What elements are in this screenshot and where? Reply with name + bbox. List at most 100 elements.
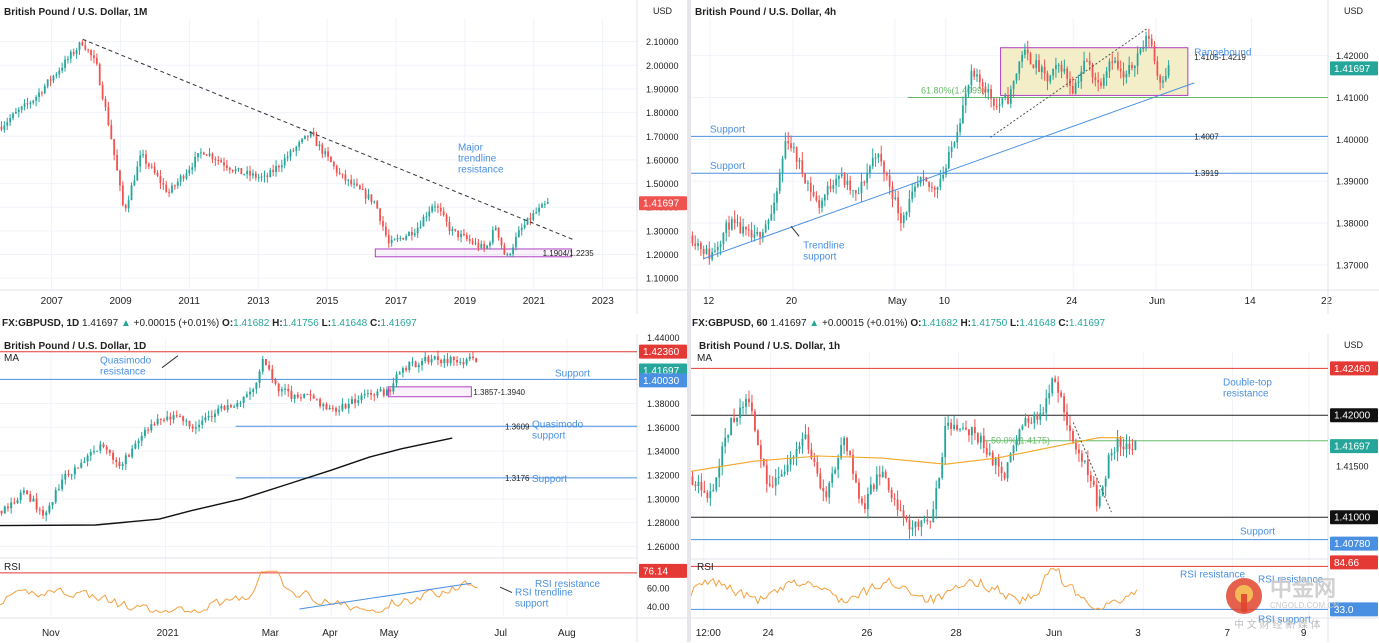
close-label: C: xyxy=(369,318,381,329)
x-tick-label: 2023 xyxy=(592,296,615,307)
candle xyxy=(792,147,795,149)
candle xyxy=(982,435,985,449)
rsi-line xyxy=(691,567,1138,610)
candle xyxy=(188,420,191,427)
chart-title: British Pound / U.S. Dollar, 1M xyxy=(4,7,147,18)
candle xyxy=(398,372,401,375)
candle xyxy=(127,200,130,209)
y-tick-label: 2.00000 xyxy=(646,61,679,71)
candle xyxy=(523,224,526,228)
candle xyxy=(361,189,364,191)
candle xyxy=(405,368,408,371)
candle xyxy=(399,237,402,239)
candle xyxy=(277,383,280,392)
last-price-tag-bg xyxy=(1330,439,1378,454)
symbol[interactable]: FX:GBPUSD, 1D xyxy=(2,318,80,329)
candle xyxy=(341,404,344,411)
candle xyxy=(64,473,67,480)
candle xyxy=(325,404,328,410)
candle xyxy=(1100,82,1102,86)
candle xyxy=(332,162,335,166)
candle xyxy=(724,437,727,447)
x-tick-label: 24 xyxy=(763,628,775,639)
candle xyxy=(905,517,908,520)
candle xyxy=(419,226,422,228)
candle xyxy=(1043,66,1046,74)
candle xyxy=(995,105,998,107)
zone xyxy=(388,386,472,398)
candle xyxy=(290,391,293,399)
candle xyxy=(1122,71,1125,78)
candle xyxy=(916,183,919,187)
candle xyxy=(421,361,423,366)
currency-label: USD xyxy=(1344,6,1364,16)
candle xyxy=(883,161,885,173)
candle xyxy=(835,179,837,186)
candle xyxy=(1086,60,1088,62)
candle xyxy=(49,79,52,81)
x-tick-label: 2019 xyxy=(454,296,477,307)
candle xyxy=(944,425,947,458)
x-tick-label: 12:00 xyxy=(696,628,721,639)
candle xyxy=(739,222,742,234)
candle xyxy=(1045,398,1048,413)
candle xyxy=(843,437,846,446)
candle xyxy=(1094,77,1097,81)
candle xyxy=(324,151,327,154)
candle xyxy=(15,112,17,114)
candle xyxy=(289,150,292,157)
hline-label: 61.80%(1.4099) xyxy=(921,86,985,96)
candle xyxy=(416,227,419,234)
candle xyxy=(1131,448,1134,451)
candle xyxy=(191,167,194,170)
candle xyxy=(1009,453,1012,463)
candle xyxy=(121,464,124,467)
candle xyxy=(1012,80,1015,90)
candle xyxy=(896,499,899,510)
candle xyxy=(344,174,347,181)
x-tick-label: 7 xyxy=(1224,628,1230,639)
candle xyxy=(1003,473,1006,479)
candle xyxy=(998,104,1001,106)
candle xyxy=(987,89,990,93)
candle xyxy=(756,430,759,446)
candle xyxy=(897,197,899,214)
candle xyxy=(266,175,269,178)
candle xyxy=(169,416,172,420)
candle xyxy=(327,151,329,157)
candle xyxy=(3,125,6,130)
candle xyxy=(67,473,70,476)
candle xyxy=(272,169,275,173)
candle xyxy=(866,493,869,510)
candle xyxy=(1142,46,1145,50)
candle xyxy=(387,235,390,244)
symbol[interactable]: FX:GBPUSD, 60 xyxy=(692,318,768,329)
candle xyxy=(770,213,773,221)
x-tick-label: May xyxy=(380,628,399,639)
candle xyxy=(35,96,38,101)
candle xyxy=(257,177,260,179)
rsi-value-tag-bg xyxy=(1330,602,1378,617)
y-tick-label: 1.39000 xyxy=(1336,177,1369,187)
candle xyxy=(139,155,142,167)
candle xyxy=(1030,422,1033,424)
candle xyxy=(395,374,398,384)
candle xyxy=(1060,392,1063,397)
candle xyxy=(162,183,165,185)
candle xyxy=(286,156,289,159)
candle xyxy=(981,82,984,87)
candle xyxy=(38,509,41,511)
candle xyxy=(35,498,38,510)
candle xyxy=(804,434,807,439)
candle xyxy=(786,464,789,472)
candle xyxy=(150,424,153,431)
candle xyxy=(1006,462,1009,479)
candle xyxy=(350,399,353,404)
candle xyxy=(26,103,29,105)
candle xyxy=(869,166,871,173)
candle xyxy=(767,220,770,225)
candle xyxy=(17,109,20,113)
candle xyxy=(962,105,964,124)
candle xyxy=(997,458,1000,467)
